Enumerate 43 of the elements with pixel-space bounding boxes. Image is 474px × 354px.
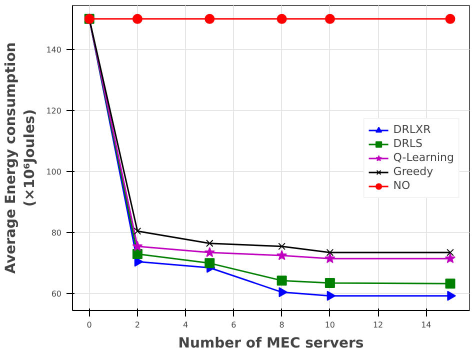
- y-tick-label: 100: [46, 168, 62, 177]
- legend-label: DRLXR: [393, 122, 431, 136]
- legend-label: NO: [393, 178, 412, 192]
- x-tick-label: 8: [279, 320, 284, 330]
- point: [276, 276, 287, 286]
- point: [445, 14, 456, 24]
- point: [326, 248, 334, 256]
- y-tick-label: 120: [46, 106, 62, 116]
- point: [134, 227, 142, 235]
- x-tick-label: 2: [134, 320, 140, 330]
- y-axis-title: Average Energy consumption (×10⁶Joules): [3, 42, 38, 274]
- point: [446, 248, 454, 256]
- y-tick-label: 60: [51, 290, 62, 299]
- point: [204, 14, 215, 24]
- x-tick-label: 10: [324, 320, 336, 330]
- point: [132, 249, 142, 260]
- point: [278, 287, 288, 298]
- point: [324, 14, 335, 24]
- point: [204, 258, 215, 268]
- point: [326, 290, 336, 301]
- point: [444, 253, 456, 264]
- point: [324, 278, 335, 288]
- point: [132, 14, 142, 24]
- x-tick-label: 6: [231, 320, 236, 330]
- x-tick-label: 4: [183, 320, 188, 330]
- point: [132, 240, 143, 251]
- point: [276, 250, 288, 260]
- legend-label: Q-Learning: [393, 150, 454, 164]
- x-axis-title: Number of MEC servers: [178, 336, 364, 352]
- point: [324, 253, 336, 264]
- y-tick-label: 140: [46, 45, 62, 54]
- y-tick-label: 80: [51, 228, 62, 238]
- point: [445, 278, 456, 289]
- x-tick-label: 14: [421, 320, 432, 330]
- x-tick-label: 12: [372, 320, 384, 330]
- x-tick-label: 0: [86, 320, 92, 330]
- point: [276, 14, 287, 24]
- point: [204, 246, 215, 258]
- point: [278, 242, 286, 250]
- point: [206, 240, 214, 248]
- legend-label: Greedy: [393, 164, 434, 178]
- legend-label: DRLS: [393, 136, 423, 150]
- point: [447, 290, 456, 301]
